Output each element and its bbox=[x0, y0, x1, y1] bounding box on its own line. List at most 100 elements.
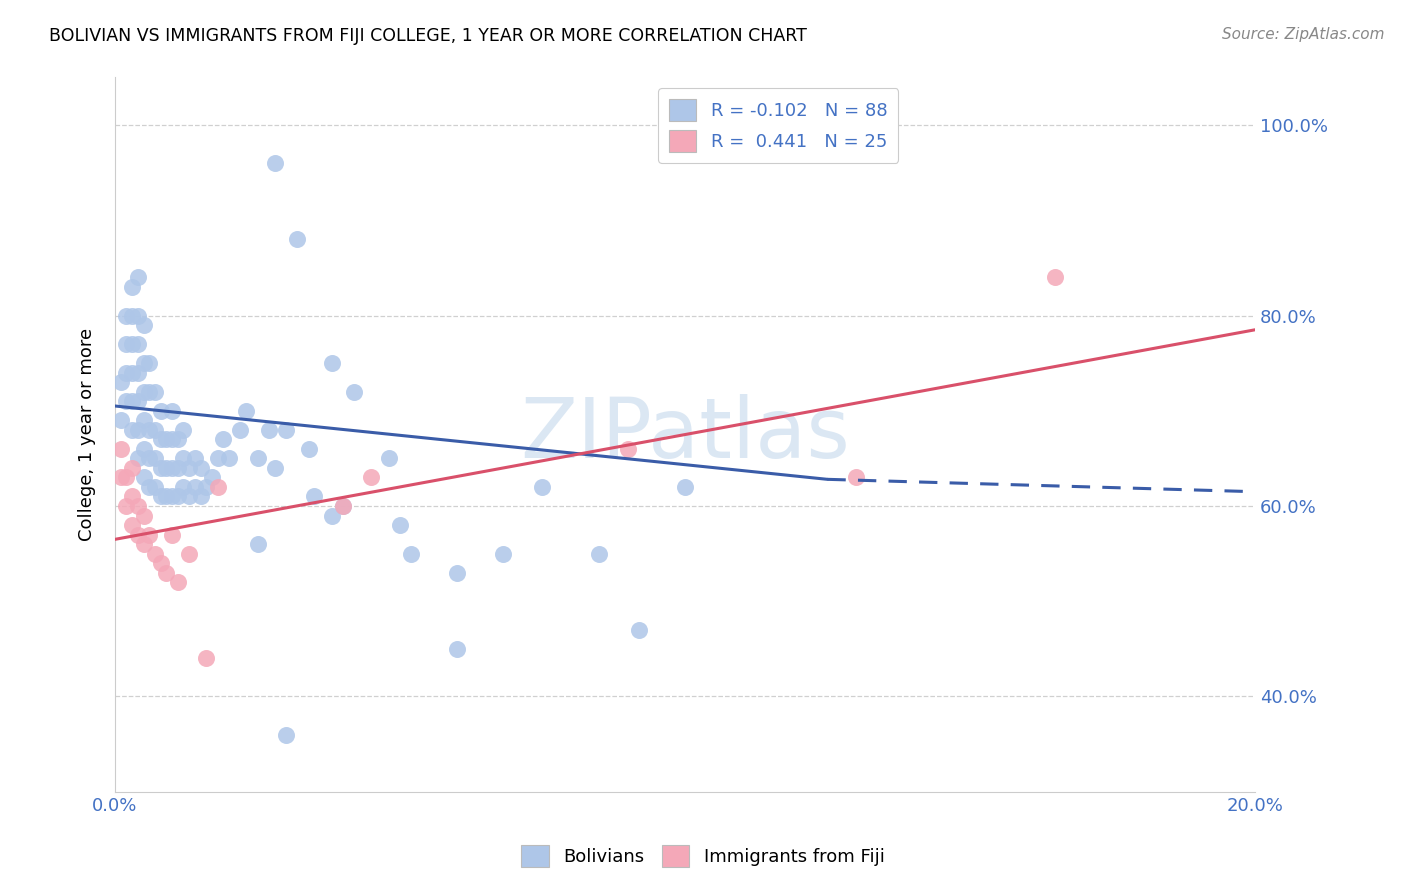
Point bbox=[617, 442, 640, 456]
Point bbox=[207, 480, 229, 494]
Point bbox=[127, 366, 149, 380]
Point bbox=[160, 433, 183, 447]
Point bbox=[446, 641, 468, 656]
Point bbox=[149, 433, 172, 447]
Point bbox=[132, 470, 155, 484]
Point bbox=[121, 337, 143, 351]
Point bbox=[263, 461, 285, 475]
Point bbox=[190, 461, 212, 475]
Point bbox=[121, 423, 143, 437]
Point bbox=[110, 470, 132, 484]
Point bbox=[166, 433, 188, 447]
Point bbox=[110, 442, 132, 456]
Point bbox=[127, 394, 149, 409]
Point bbox=[115, 499, 138, 513]
Point bbox=[491, 547, 513, 561]
Point bbox=[115, 470, 138, 484]
Point bbox=[149, 403, 172, 417]
Point bbox=[143, 480, 166, 494]
Point bbox=[263, 156, 285, 170]
Point bbox=[143, 423, 166, 437]
Point bbox=[201, 470, 224, 484]
Point bbox=[172, 480, 194, 494]
Point bbox=[143, 547, 166, 561]
Point bbox=[138, 423, 160, 437]
Point bbox=[160, 461, 183, 475]
Point bbox=[172, 423, 194, 437]
Point bbox=[110, 375, 132, 389]
Point bbox=[343, 384, 366, 399]
Point bbox=[121, 366, 143, 380]
Point bbox=[218, 451, 240, 466]
Point bbox=[155, 433, 177, 447]
Point bbox=[149, 490, 172, 504]
Point bbox=[155, 490, 177, 504]
Point bbox=[121, 280, 143, 294]
Point bbox=[121, 518, 143, 533]
Point bbox=[207, 451, 229, 466]
Point bbox=[179, 490, 201, 504]
Point bbox=[127, 499, 149, 513]
Point bbox=[304, 490, 326, 504]
Point bbox=[274, 727, 297, 741]
Point bbox=[132, 318, 155, 332]
Point bbox=[531, 480, 554, 494]
Point bbox=[287, 232, 309, 246]
Point bbox=[115, 337, 138, 351]
Point bbox=[127, 309, 149, 323]
Point bbox=[388, 518, 411, 533]
Point bbox=[160, 403, 183, 417]
Point bbox=[127, 423, 149, 437]
Point bbox=[195, 651, 218, 665]
Point bbox=[321, 508, 343, 523]
Point bbox=[588, 547, 610, 561]
Point bbox=[132, 442, 155, 456]
Point bbox=[246, 451, 269, 466]
Point bbox=[121, 490, 143, 504]
Point bbox=[166, 490, 188, 504]
Point bbox=[166, 575, 188, 590]
Point bbox=[190, 490, 212, 504]
Point bbox=[121, 461, 143, 475]
Point bbox=[332, 499, 354, 513]
Point bbox=[179, 547, 201, 561]
Point bbox=[332, 499, 354, 513]
Point bbox=[160, 527, 183, 541]
Point bbox=[628, 623, 651, 637]
Point bbox=[138, 384, 160, 399]
Point bbox=[127, 527, 149, 541]
Text: BOLIVIAN VS IMMIGRANTS FROM FIJI COLLEGE, 1 YEAR OR MORE CORRELATION CHART: BOLIVIAN VS IMMIGRANTS FROM FIJI COLLEGE… bbox=[49, 27, 807, 45]
Point bbox=[115, 394, 138, 409]
Point bbox=[673, 480, 696, 494]
Point bbox=[179, 461, 201, 475]
Point bbox=[155, 566, 177, 580]
Point bbox=[377, 451, 399, 466]
Legend: R = -0.102   N = 88, R =  0.441   N = 25: R = -0.102 N = 88, R = 0.441 N = 25 bbox=[658, 88, 898, 162]
Point bbox=[127, 451, 149, 466]
Point bbox=[360, 470, 382, 484]
Point bbox=[172, 451, 194, 466]
Point bbox=[138, 480, 160, 494]
Point bbox=[132, 384, 155, 399]
Text: ZIPatlas: ZIPatlas bbox=[520, 394, 849, 475]
Point bbox=[446, 566, 468, 580]
Point bbox=[121, 394, 143, 409]
Point bbox=[160, 490, 183, 504]
Point bbox=[115, 366, 138, 380]
Point bbox=[184, 480, 207, 494]
Point bbox=[155, 461, 177, 475]
Legend: Bolivians, Immigrants from Fiji: Bolivians, Immigrants from Fiji bbox=[515, 838, 891, 874]
Point bbox=[1045, 270, 1067, 285]
Point bbox=[149, 461, 172, 475]
Point bbox=[229, 423, 252, 437]
Point bbox=[845, 470, 868, 484]
Point bbox=[115, 309, 138, 323]
Point bbox=[401, 547, 423, 561]
Point bbox=[132, 508, 155, 523]
Point bbox=[138, 527, 160, 541]
Point bbox=[132, 356, 155, 370]
Point bbox=[143, 384, 166, 399]
Point bbox=[321, 356, 343, 370]
Point bbox=[235, 403, 257, 417]
Y-axis label: College, 1 year or more: College, 1 year or more bbox=[79, 328, 96, 541]
